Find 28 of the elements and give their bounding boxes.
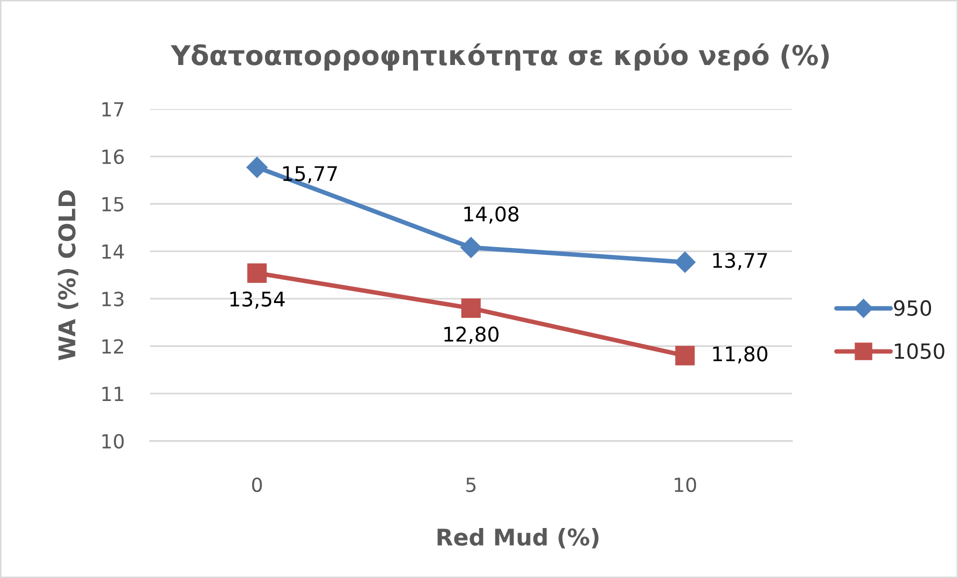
- data-label: 12,80: [444, 326, 498, 344]
- data-label: 13,54: [230, 291, 285, 309]
- data-label: 11,80: [713, 346, 768, 364]
- y-tick-label: 11: [102, 386, 124, 401]
- data-label: 15,77: [283, 166, 337, 184]
- point: [246, 156, 268, 178]
- data-label: 13,77: [713, 252, 767, 270]
- x-tick-label: 10: [674, 477, 696, 492]
- point: [247, 263, 267, 283]
- y-axis-title: WA (%) COLD: [58, 190, 78, 360]
- legend-label: 1050: [894, 343, 944, 360]
- x-tick-label: 5: [466, 478, 476, 492]
- x-axis-title: Red Mud (%): [438, 528, 599, 548]
- y-tick-label: 10: [102, 434, 124, 449]
- y-tick-label: 14: [102, 244, 124, 259]
- point: [675, 346, 695, 366]
- y-tick-label: 16: [102, 149, 124, 164]
- point: [461, 298, 481, 318]
- y-tick-label: 15: [102, 197, 124, 212]
- point: [460, 236, 482, 258]
- data-label: 14,08: [464, 206, 518, 224]
- point: [674, 251, 696, 273]
- chart-title: Υδατοαπορροφητικότητα σε κρύο νερό (%): [170, 43, 829, 71]
- y-tick-label: 12: [102, 339, 124, 354]
- legend-label: 950: [894, 300, 932, 316]
- y-tick-label: 13: [102, 292, 124, 306]
- x-tick-label: 0: [252, 477, 262, 492]
- y-tick-label: 17: [102, 102, 124, 116]
